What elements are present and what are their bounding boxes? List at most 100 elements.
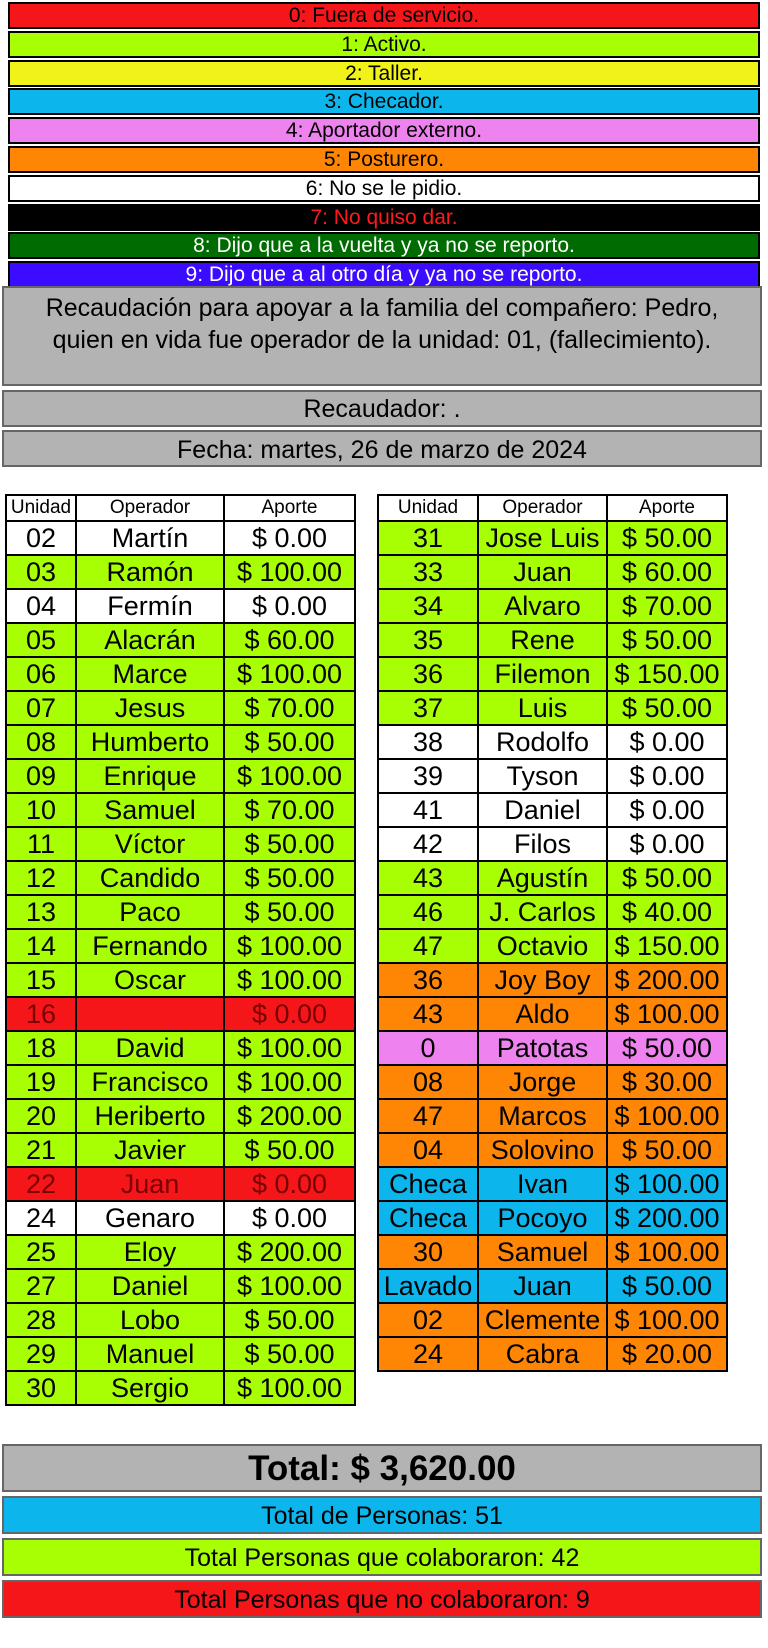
cell-operador: Pocoyo xyxy=(477,1200,608,1236)
table-row: 14 Fernando $ 100.00 xyxy=(5,928,356,964)
contributions-table-left: Unidad Operador Aporte 02 Martín $ 0.00 03 R… xyxy=(5,494,356,1406)
cell-operador: Víctor xyxy=(75,826,225,862)
cell-unidad: 02 xyxy=(377,1302,479,1338)
cell-aporte: $ 100.00 xyxy=(223,758,356,794)
cell-aporte: $ 0.00 xyxy=(606,792,728,828)
cell-operador: Joy Boy xyxy=(477,962,608,998)
cell-unidad: 0 xyxy=(377,1030,479,1066)
column-header-aporte: Aporte xyxy=(606,494,728,522)
table-row: 24 Genaro $ 0.00 xyxy=(5,1200,356,1236)
table-row: 41 Daniel $ 0.00 xyxy=(377,792,728,828)
cell-aporte: $ 100.00 xyxy=(223,1064,356,1100)
cell-unidad: 30 xyxy=(5,1370,77,1406)
cell-operador: Fermín xyxy=(75,588,225,624)
cell-aporte: $ 100.00 xyxy=(606,996,728,1032)
cell-unidad: 12 xyxy=(5,860,77,896)
cell-aporte: $ 50.00 xyxy=(223,724,356,760)
column-header-unidad: Unidad xyxy=(377,494,479,522)
cell-aporte: $ 70.00 xyxy=(223,690,356,726)
cell-operador: Fernando xyxy=(75,928,225,964)
cell-operador: Juan xyxy=(75,1166,225,1202)
cell-aporte: $ 0.00 xyxy=(223,588,356,624)
legend-item-0: 0: Fuera de servicio. xyxy=(8,2,760,29)
table-row: 08 Humberto $ 50.00 xyxy=(5,724,356,760)
table-row: Checa Pocoyo $ 200.00 xyxy=(377,1200,728,1236)
cell-unidad: 36 xyxy=(377,962,479,998)
cell-operador: Jose Luis xyxy=(477,520,608,556)
cell-unidad: Checa xyxy=(377,1200,479,1236)
cell-aporte: $ 50.00 xyxy=(606,520,728,556)
cell-unidad: 28 xyxy=(5,1302,77,1338)
cell-unidad: 24 xyxy=(377,1336,479,1372)
table-row: 38 Rodolfo $ 0.00 xyxy=(377,724,728,760)
cell-unidad: 02 xyxy=(5,520,77,556)
table-row: 33 Juan $ 60.00 xyxy=(377,554,728,590)
cell-unidad: 19 xyxy=(5,1064,77,1100)
column-header-aporte: Aporte xyxy=(223,494,356,522)
cell-operador: Daniel xyxy=(75,1268,225,1304)
cell-operador: Filemon xyxy=(477,656,608,692)
table-row: 18 David $ 100.00 xyxy=(5,1030,356,1066)
cell-operador: Paco xyxy=(75,894,225,930)
cell-operador: Martín xyxy=(75,520,225,556)
cell-operador: Humberto xyxy=(75,724,225,760)
cell-aporte: $ 100.00 xyxy=(606,1098,728,1134)
cell-operador: Oscar xyxy=(75,962,225,998)
cell-operador: J. Carlos xyxy=(477,894,608,930)
cell-aporte: $ 100.00 xyxy=(223,554,356,590)
cell-unidad: 09 xyxy=(5,758,77,794)
cell-aporte: $ 50.00 xyxy=(606,860,728,896)
cell-operador: Patotas xyxy=(477,1030,608,1066)
cell-unidad: 04 xyxy=(5,588,77,624)
table-row: 25 Eloy $ 200.00 xyxy=(5,1234,356,1270)
table-row: 34 Alvaro $ 70.00 xyxy=(377,588,728,624)
cell-aporte: $ 50.00 xyxy=(223,826,356,862)
cell-aporte: $ 60.00 xyxy=(223,622,356,658)
cell-aporte: $ 50.00 xyxy=(606,622,728,658)
non-contributors-bar: Total Personas que no colaboraron: 9 xyxy=(2,1580,762,1618)
cell-aporte: $ 200.00 xyxy=(606,962,728,998)
table-row: 08 Jorge $ 30.00 xyxy=(377,1064,728,1100)
cell-aporte: $ 150.00 xyxy=(606,928,728,964)
cell-aporte: $ 100.00 xyxy=(223,656,356,692)
cell-unidad: Checa xyxy=(377,1166,479,1202)
table-row: 02 Martín $ 0.00 xyxy=(5,520,356,556)
cell-operador: Rodolfo xyxy=(477,724,608,760)
cell-operador: Genaro xyxy=(75,1200,225,1236)
table-row: 30 Sergio $ 100.00 xyxy=(5,1370,356,1406)
cell-unidad: 25 xyxy=(5,1234,77,1270)
cell-aporte: $ 100.00 xyxy=(223,1370,356,1406)
table-row: 47 Marcos $ 100.00 xyxy=(377,1098,728,1134)
table-row: 37 Luis $ 50.00 xyxy=(377,690,728,726)
cell-aporte: $ 0.00 xyxy=(606,826,728,862)
cell-unidad: 07 xyxy=(5,690,77,726)
cell-aporte: $ 50.00 xyxy=(223,1132,356,1168)
cell-aporte: $ 0.00 xyxy=(606,724,728,760)
cell-aporte: $ 100.00 xyxy=(223,928,356,964)
cell-aporte: $ 200.00 xyxy=(223,1234,356,1270)
cell-aporte: $ 100.00 xyxy=(223,1030,356,1066)
cell-unidad: 41 xyxy=(377,792,479,828)
table-row: 42 Filos $ 0.00 xyxy=(377,826,728,862)
table-row: 04 Solovino $ 50.00 xyxy=(377,1132,728,1168)
cell-unidad: 30 xyxy=(377,1234,479,1270)
table-row: Checa Ivan $ 100.00 xyxy=(377,1166,728,1202)
cell-operador: Luis xyxy=(477,690,608,726)
table-row: 15 Oscar $ 100.00 xyxy=(5,962,356,998)
cell-aporte: $ 200.00 xyxy=(606,1200,728,1236)
cell-aporte: $ 100.00 xyxy=(223,962,356,998)
table-row: 21 Javier $ 50.00 xyxy=(5,1132,356,1168)
cell-unidad: 46 xyxy=(377,894,479,930)
table-row: 09 Enrique $ 100.00 xyxy=(5,758,356,794)
cell-operador: Tyson xyxy=(477,758,608,794)
cell-unidad: 10 xyxy=(5,792,77,828)
cell-operador: Rene xyxy=(477,622,608,658)
cell-operador: Solovino xyxy=(477,1132,608,1168)
cell-unidad: 18 xyxy=(5,1030,77,1066)
table-row: 24 Cabra $ 20.00 xyxy=(377,1336,728,1372)
table-row: 02 Clemente $ 100.00 xyxy=(377,1302,728,1338)
contributors-count: Total Personas que colaboraron: 42 xyxy=(184,1544,580,1572)
cell-unidad: 36 xyxy=(377,656,479,692)
legend-item-1: 1: Activo. xyxy=(8,30,760,58)
cell-unidad: 43 xyxy=(377,996,479,1032)
